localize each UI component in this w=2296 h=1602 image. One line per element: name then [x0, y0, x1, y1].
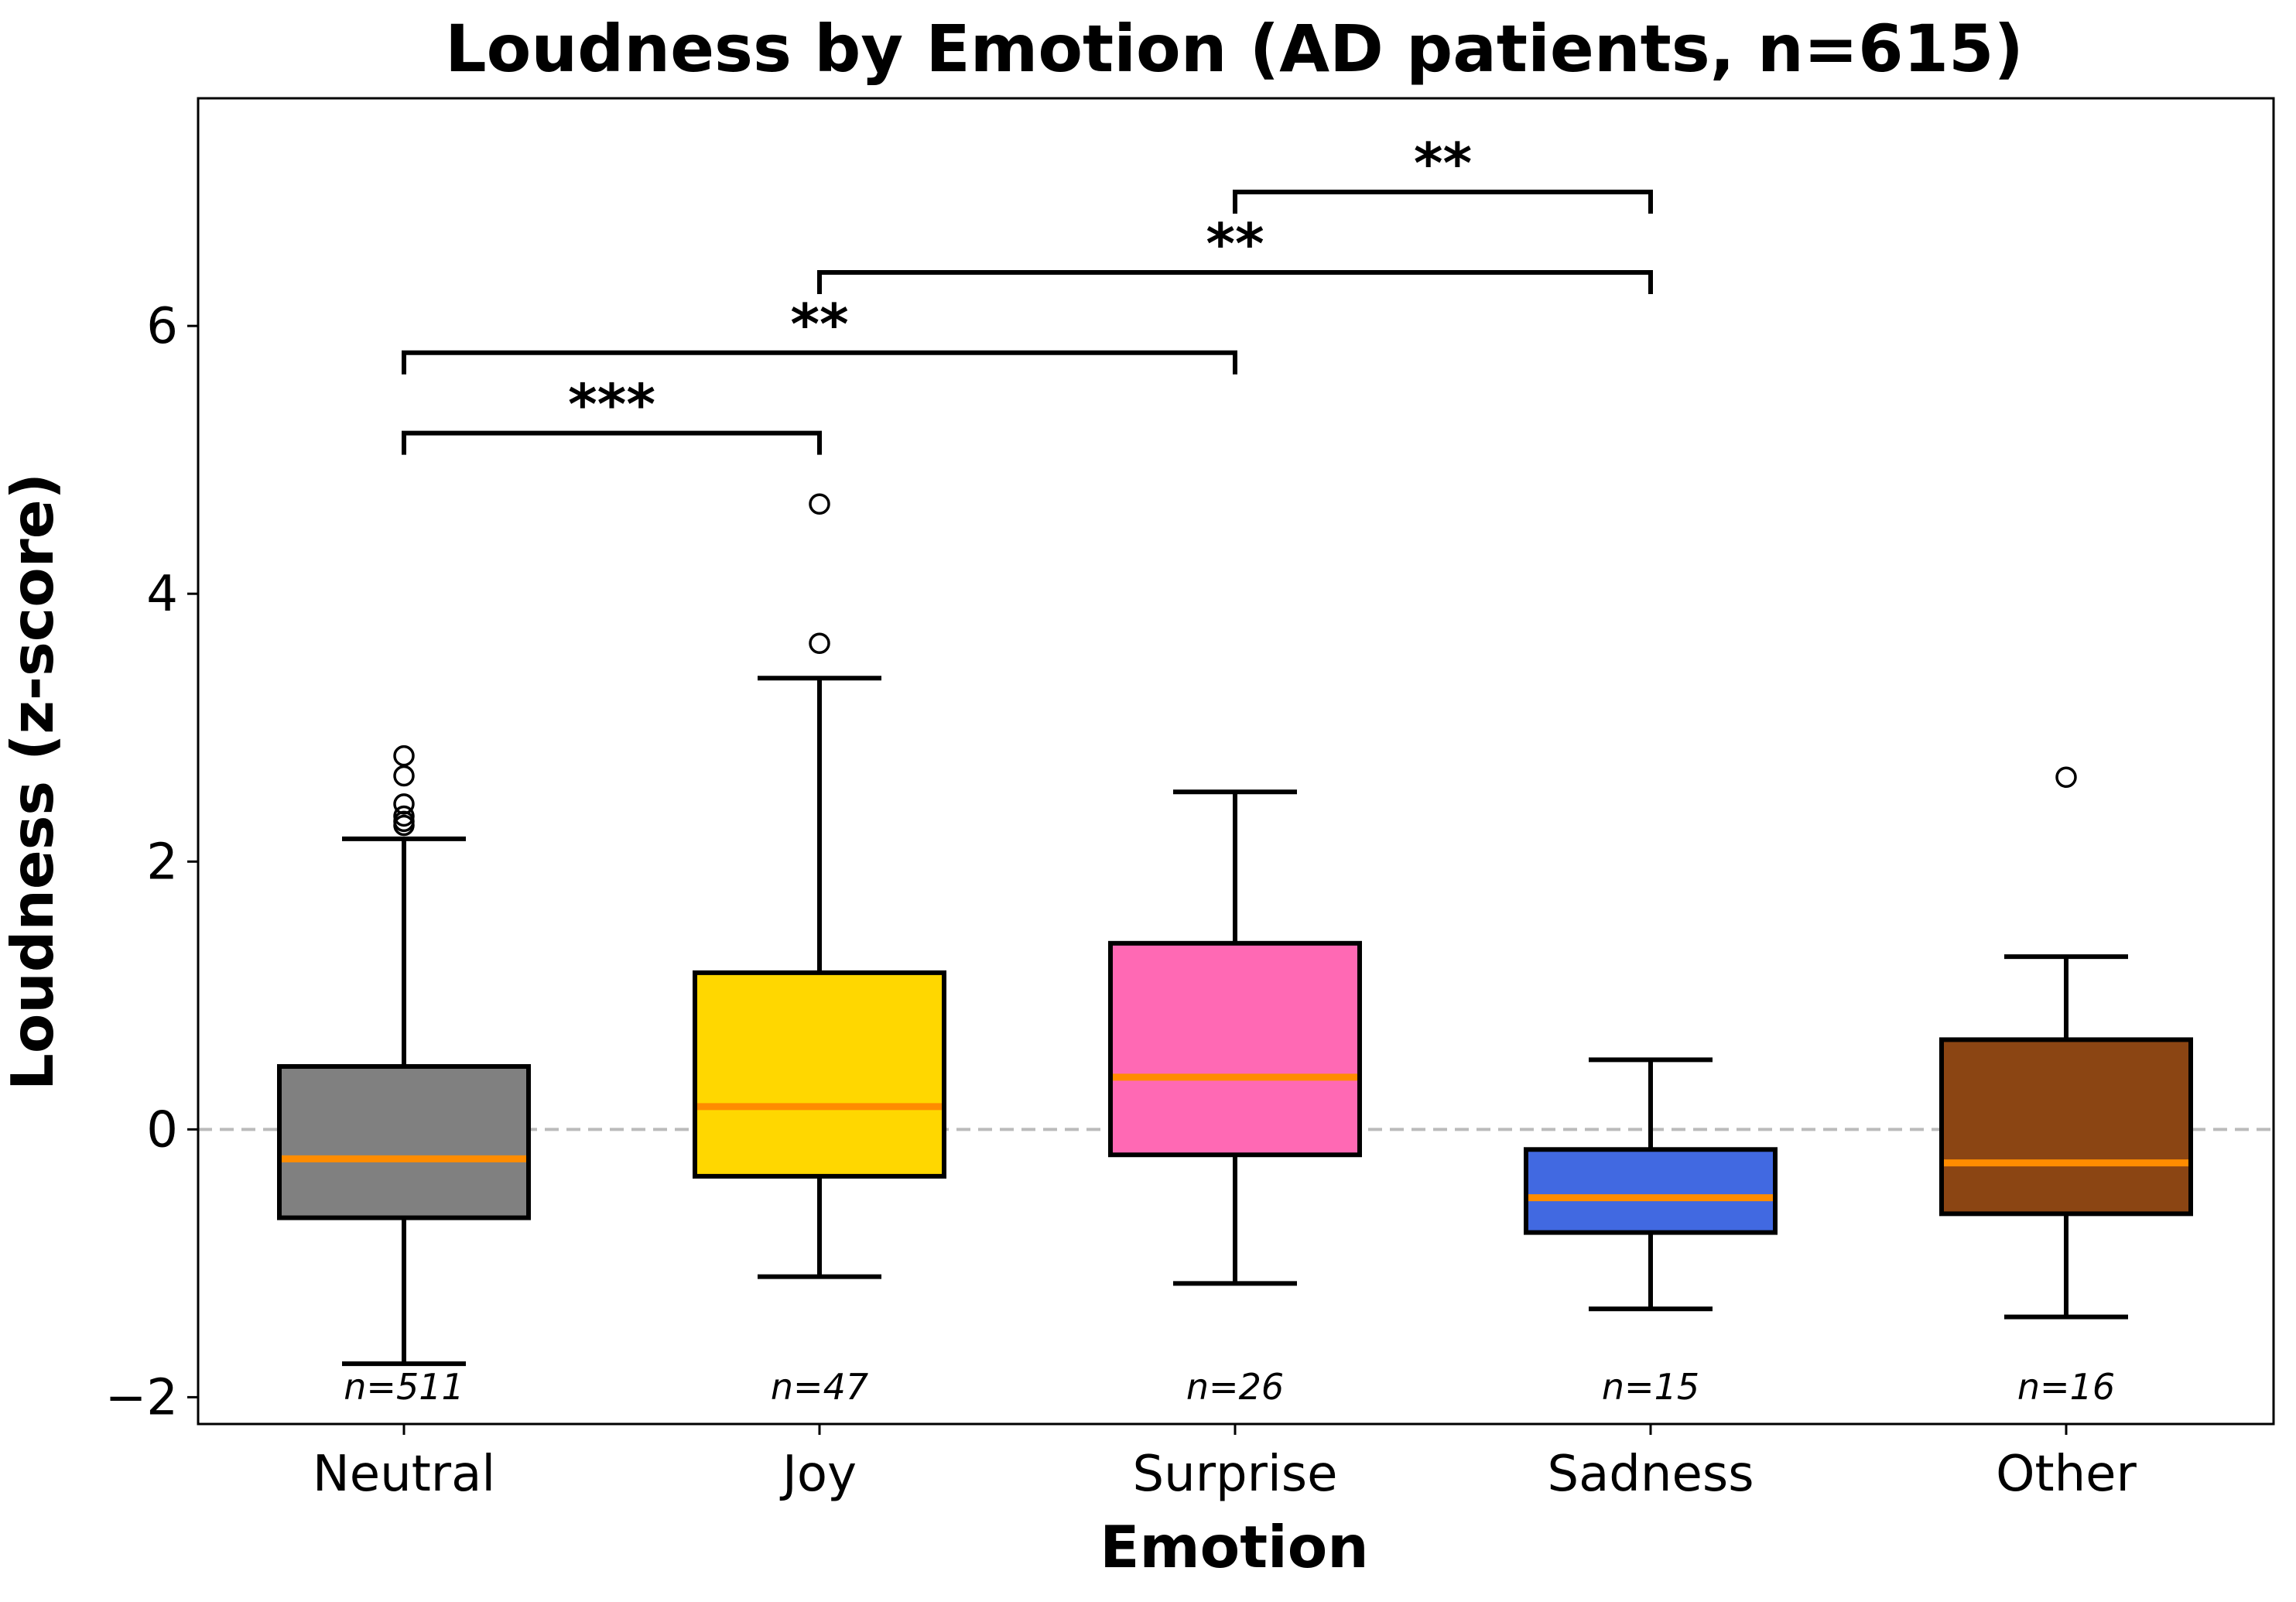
significance-bracket: ** — [817, 211, 1653, 294]
plot-area: −2 0 2 4 6 n=511 Neutral n=47 Joy n=26 Surprise n=1… — [105, 97, 2275, 1503]
significance-bracket: *** — [402, 372, 822, 455]
sample-size-label: n=511 — [344, 1366, 464, 1408]
significance-bracket: ** — [1233, 131, 1653, 214]
outlier-point — [393, 765, 415, 787]
sample-size-label: n=16 — [2017, 1366, 2115, 1408]
sample-size-label: n=26 — [1186, 1366, 1284, 1408]
x-tick-label: Joy — [779, 1446, 857, 1503]
box-iqr — [1939, 1037, 2193, 1217]
axes-frame — [197, 97, 2275, 1426]
box-iqr — [693, 970, 946, 1179]
sample-size-label: n=15 — [1602, 1366, 1699, 1408]
outlier-point — [393, 805, 415, 827]
y-tick-label: 4 — [146, 566, 178, 623]
x-tick-label: Sadness — [1547, 1446, 1754, 1503]
y-tick-label: 0 — [146, 1101, 178, 1159]
box-surprise: n=26 Surprise — [1108, 789, 1362, 1503]
significance-label: ** — [1414, 131, 1472, 196]
bracket-line — [402, 430, 822, 455]
box-neutral: n=511 Neutral — [277, 745, 531, 1503]
bracket-line — [402, 350, 1237, 375]
x-tick-label: Surprise — [1133, 1446, 1338, 1503]
x-tick-label: Other — [1996, 1446, 2137, 1503]
sample-size-label: n=47 — [771, 1366, 868, 1408]
box-iqr — [1524, 1147, 1778, 1235]
bracket-line — [1233, 190, 1653, 214]
significance-label: ** — [790, 292, 848, 357]
y-tick-label: −2 — [105, 1369, 178, 1426]
significance-bracket: ** — [402, 292, 1237, 375]
y-tick-label: 6 — [146, 298, 178, 355]
box-sadness: n=15 Sadness — [1524, 1057, 1778, 1503]
y-tick-label: 2 — [146, 834, 178, 891]
chart-title: Loudness by Emotion (AD patients, n=615) — [445, 11, 2024, 87]
box-iqr — [277, 1064, 531, 1220]
box-joy: n=47 Joy — [693, 493, 946, 1503]
outlier-point — [393, 793, 415, 815]
bracket-line — [817, 269, 1653, 294]
outlier-point — [2055, 766, 2077, 789]
y-axis-label: Loudness (z-score) — [0, 473, 67, 1090]
x-tick-label: Neutral — [313, 1446, 495, 1503]
outlier-point — [809, 493, 830, 515]
x-axis-label: Emotion — [1100, 1513, 1368, 1581]
significance-label: ** — [1206, 211, 1264, 276]
box-iqr — [1108, 940, 1362, 1158]
outlier-point — [809, 632, 830, 654]
outlier-point — [393, 745, 415, 767]
box-other: n=16 Other — [1939, 766, 2193, 1503]
significance-label: *** — [568, 372, 655, 437]
